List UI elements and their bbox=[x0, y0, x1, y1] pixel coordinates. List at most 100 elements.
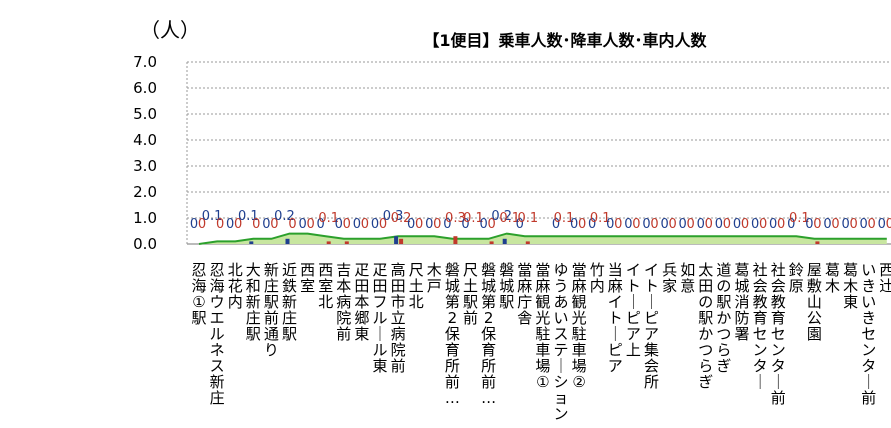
category-label: 忍海 ① 駅 bbox=[191, 261, 206, 327]
category-label: ゆうあいステ｜ション bbox=[553, 261, 568, 423]
y-tick-label: 1.0 bbox=[133, 209, 157, 227]
alighting-data-label: 0 bbox=[487, 217, 495, 232]
alighting-data-label: 0.3 bbox=[445, 211, 466, 226]
boarding-data-label: 0.3 bbox=[383, 209, 404, 224]
category-label: 社会教育センタ｜前 bbox=[771, 261, 786, 407]
alighting-data-label: 0 bbox=[777, 217, 785, 232]
alighting-data-label: 0.1 bbox=[789, 211, 810, 226]
alighting-data-label: 0 bbox=[632, 217, 640, 232]
category-label: 大和新庄駅 bbox=[246, 261, 261, 343]
category-label: 尺土北 bbox=[409, 261, 424, 311]
boarding-data-label: 0 bbox=[335, 217, 343, 232]
alighting-data-label: 0.1 bbox=[554, 211, 575, 226]
boarding-data-label: 0 bbox=[353, 217, 361, 232]
boarding-data-label: 0 bbox=[461, 217, 469, 232]
alighting-data-label: 0 bbox=[288, 217, 296, 232]
boarding-bar bbox=[285, 238, 290, 244]
category-label: 磐城第 2 保育所前… bbox=[481, 261, 496, 407]
boarding-data-label: 0 bbox=[769, 217, 777, 232]
category-label: 當麻観光駐車場 ① bbox=[535, 261, 550, 391]
alighting-data-label: 0 bbox=[868, 217, 876, 232]
alighting-data-label: 0 bbox=[886, 217, 891, 232]
alighting-data-label: 0.1 bbox=[517, 211, 538, 226]
boarding-data-label: 0 bbox=[407, 217, 415, 232]
y-tick-label: 5.0 bbox=[133, 105, 157, 123]
category-label: 当麻イト｜ピア bbox=[608, 261, 623, 375]
alighting-data-label: 0 bbox=[361, 217, 369, 232]
boarding-data-label: 0 bbox=[679, 217, 687, 232]
alighting-bar bbox=[525, 241, 530, 244]
boarding-data-label: 0 bbox=[697, 217, 705, 232]
alighting-data-label: 0 bbox=[433, 217, 441, 232]
alighting-data-label: 0 bbox=[668, 217, 676, 232]
boarding-data-label: 0 bbox=[841, 217, 849, 232]
category-label: 吉本病院前 bbox=[336, 261, 351, 343]
alighting-bar bbox=[399, 238, 404, 244]
boarding-data-label: 0 bbox=[878, 217, 886, 232]
alighting-data-label: 0 bbox=[379, 217, 387, 232]
category-label: 葛城消防署 bbox=[734, 261, 749, 343]
boarding-data-label: 0 bbox=[226, 217, 234, 232]
boarding-bar bbox=[394, 236, 399, 244]
category-label: 當麻庁舎 bbox=[517, 261, 532, 327]
alighting-data-label: 0 bbox=[650, 217, 658, 232]
category-label: 當麻観光駐車場 ② bbox=[572, 261, 587, 391]
y-tick-label: 7.0 bbox=[133, 53, 157, 71]
y-tick-label: 3.0 bbox=[133, 157, 157, 175]
boarding-data-label: 0 bbox=[787, 217, 795, 232]
category-label: 忍海ウエルネス新庄 bbox=[210, 261, 225, 407]
alighting-data-label: 0.2 bbox=[391, 211, 412, 226]
in-vehicle-area bbox=[198, 232, 887, 245]
alighting-data-label: 0 bbox=[252, 217, 260, 232]
boarding-data-label: 0 bbox=[606, 217, 614, 232]
category-label: 疋田フル｜ル東 bbox=[372, 261, 387, 375]
boarding-data-label: 0 bbox=[262, 217, 270, 232]
boarding-bar bbox=[502, 238, 507, 244]
y-tick-label: 4.0 bbox=[133, 131, 157, 149]
category-label: 北花内 bbox=[228, 261, 243, 311]
boarding-data-label: 0 bbox=[552, 217, 560, 232]
alighting-data-label: 0.1 bbox=[590, 211, 611, 226]
alighting-bar bbox=[489, 241, 494, 244]
boarding-data-label: 0 bbox=[371, 217, 379, 232]
category-label: 葛木 bbox=[825, 261, 840, 295]
alighting-data-label: 0 bbox=[415, 217, 423, 232]
alighting-data-label: 0 bbox=[306, 217, 314, 232]
alighting-data-label: 0 bbox=[687, 217, 695, 232]
boarding-bar bbox=[249, 241, 254, 244]
boarding-data-label: 0.2 bbox=[491, 209, 512, 224]
category-label: 近鉄新庄駅 bbox=[282, 261, 297, 343]
category-label: 竹内 bbox=[590, 261, 605, 295]
boarding-data-label: 0.1 bbox=[202, 209, 223, 224]
boarding-data-label: 0 bbox=[715, 217, 723, 232]
boarding-data-label: 0 bbox=[443, 217, 451, 232]
category-label: 西室 bbox=[300, 261, 315, 295]
alighting-bar bbox=[453, 236, 458, 244]
alighting-bar bbox=[815, 241, 820, 244]
boarding-data-label: 0 bbox=[751, 217, 759, 232]
alighting-data-label: 0 bbox=[216, 217, 224, 232]
category-label: 磐城第 2 保育所前… bbox=[445, 261, 460, 407]
alighting-data-label: 0.1 bbox=[463, 211, 484, 226]
alighting-data-label: 0 bbox=[343, 217, 351, 232]
alighting-data-label: 0 bbox=[198, 217, 206, 232]
y-unit-label: （人） bbox=[140, 18, 200, 42]
boarding-data-label: 0 bbox=[733, 217, 741, 232]
category-label: 兵家 bbox=[662, 261, 677, 295]
category-label: 屋敷山公園 bbox=[807, 261, 822, 343]
boarding-data-label: 0 bbox=[860, 217, 868, 232]
category-label: 如意 bbox=[680, 261, 695, 295]
boarding-data-label: 0 bbox=[588, 217, 596, 232]
boarding-data-label: 0 bbox=[823, 217, 831, 232]
alighting-data-label: 0 bbox=[813, 217, 821, 232]
category-label: 高田市立病院前 bbox=[391, 261, 406, 375]
alighting-data-label: 0 bbox=[614, 217, 622, 232]
category-label: 葛木東 bbox=[843, 261, 858, 311]
alighting-data-label: 0 bbox=[234, 217, 242, 232]
category-label: 疋田本郷東 bbox=[354, 261, 369, 343]
category-label: 尺土駅前 bbox=[463, 261, 478, 327]
x-axis: 忍海 ① 駅忍海ウエルネス新庄北花内大和新庄駅新庄駅前通り近鉄新庄駅西室西室北吉本病… bbox=[191, 261, 891, 423]
category-label: いきいきセンタ｜前 bbox=[861, 261, 876, 407]
boarding-data-label: 0 bbox=[642, 217, 650, 232]
